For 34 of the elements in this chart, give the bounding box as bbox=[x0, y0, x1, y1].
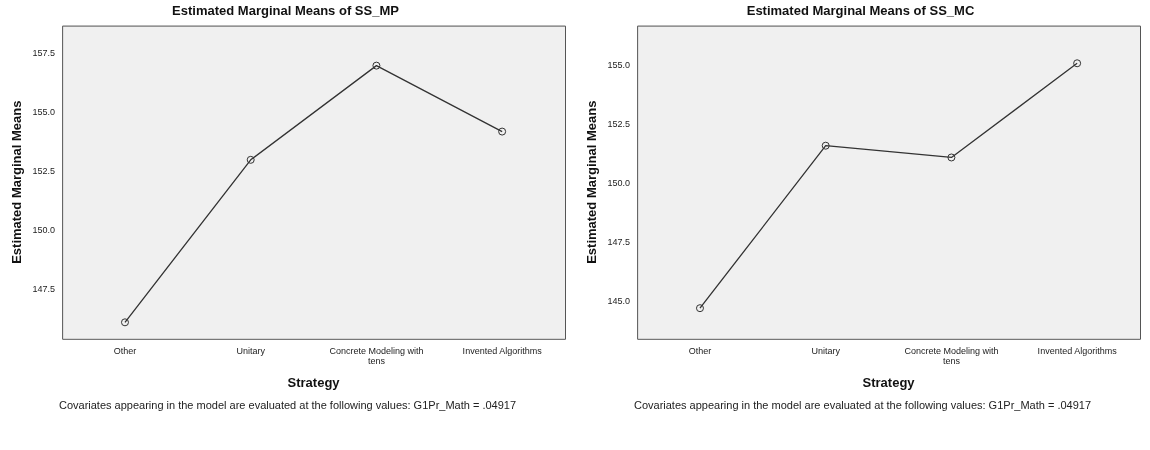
point bbox=[821, 141, 830, 150]
point bbox=[1073, 59, 1082, 68]
y-tick-label: 152.5 bbox=[607, 118, 631, 129]
x-tick-label: Invented Algorithms bbox=[1037, 345, 1118, 356]
text: Covariates appearing in the model are evaluated at the following values: G1Pr_Math = .04917 bbox=[57, 399, 518, 411]
x-axis-title: Strategy bbox=[287, 374, 341, 390]
point bbox=[372, 61, 381, 70]
x-tick-label: Other bbox=[688, 345, 712, 356]
chart-title: Estimated Marginal Means of SS_MC bbox=[746, 3, 975, 19]
y-axis-title: Estimated Marginal Means bbox=[584, 100, 600, 264]
chart-title: Estimated Marginal Means of SS_MP bbox=[172, 3, 400, 19]
y-tick-label: 155.0 bbox=[607, 60, 631, 71]
y-tick-label: 150.0 bbox=[607, 177, 631, 188]
y-tick-label: 155.0 bbox=[32, 107, 56, 118]
y-tick-label: 157.5 bbox=[32, 48, 56, 59]
point bbox=[498, 127, 507, 136]
x-tick-label: Concrete Modeling with tens bbox=[904, 345, 999, 367]
y-tick-label: 150.0 bbox=[32, 224, 56, 235]
point bbox=[246, 155, 255, 164]
point bbox=[947, 153, 956, 162]
x-tick-label: Unitary bbox=[236, 345, 266, 356]
x-tick-label: Unitary bbox=[811, 345, 841, 356]
x-axis-title: Strategy bbox=[862, 374, 916, 390]
x-tick-label: Other bbox=[113, 345, 137, 356]
y-tick-label: 147.5 bbox=[32, 283, 56, 294]
y-tick-label: 152.5 bbox=[32, 166, 56, 177]
text: Covariates appearing in the model are evaluated at the following values: G1Pr_Math = .04917 bbox=[632, 399, 1093, 411]
point bbox=[695, 304, 704, 313]
y-axis-title: Estimated Marginal Means bbox=[9, 100, 25, 264]
point bbox=[120, 318, 129, 327]
y-tick-label: 145.0 bbox=[607, 295, 631, 306]
x-tick-label: Concrete Modeling with tens bbox=[329, 345, 424, 367]
x-tick-label: Invented Algorithms bbox=[462, 345, 543, 356]
y-tick-label: 147.5 bbox=[607, 236, 631, 247]
